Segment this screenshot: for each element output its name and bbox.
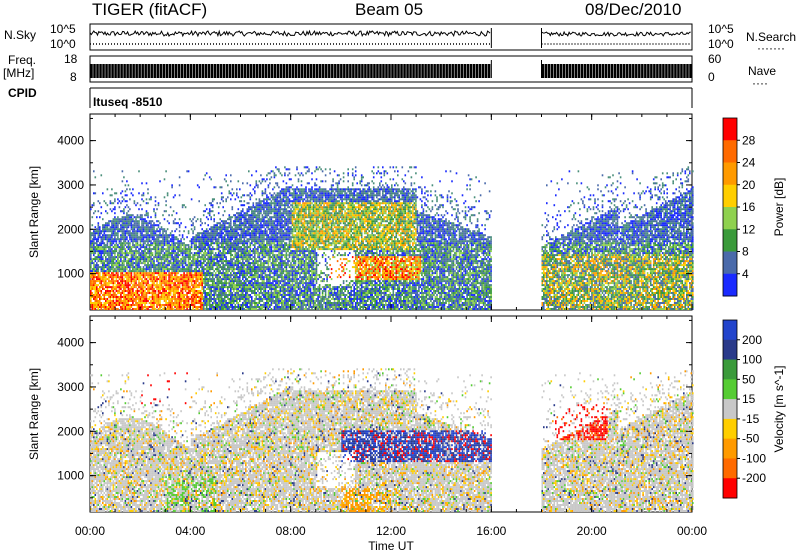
colorbar-tick-label: -200: [742, 471, 766, 485]
colorbar-swatch: [723, 399, 737, 420]
colorbar-swatch: [723, 140, 737, 163]
colorbar-swatch: [723, 339, 737, 361]
nave-tick-bottom: 0: [708, 70, 715, 84]
colorbar-tick-label: 20: [742, 178, 756, 192]
colorbar-swatch: [723, 379, 737, 400]
velocity-field: [90, 368, 694, 512]
y-axis-label: Slant Range [km]: [27, 368, 41, 460]
y-tick-label: 4000: [57, 134, 84, 148]
freq-panel: [89, 55, 693, 83]
y-tick-label: 2000: [57, 424, 84, 438]
nsearch-tick-bottom: 10^0: [708, 37, 734, 51]
colorbar-tick-label: 4: [742, 267, 749, 281]
y-tick-label: 3000: [57, 380, 84, 394]
colorbar-swatch: [723, 184, 737, 208]
colorbar-swatch: [723, 162, 737, 186]
power-colorbar: 28 24 20 16 12 8 4 Power [dB]: [722, 117, 786, 297]
nsearch-dots: ·······: [757, 41, 785, 55]
colorbar-swatch: [723, 207, 737, 230]
colorbar-tick-label: 15: [742, 392, 756, 406]
nsky-tick-bottom: 10^0: [50, 37, 76, 51]
freq-unit-label: [MHz]: [3, 66, 34, 80]
y-tick-label: 1000: [57, 469, 84, 483]
colorbar-tick-label: 16: [742, 200, 756, 214]
nsky-panel: [89, 23, 693, 51]
colorbar-swatch: [723, 251, 737, 275]
colorbar-tick-label: -50: [742, 432, 760, 446]
power-field: [90, 166, 694, 310]
nave-dots: ····: [752, 76, 768, 90]
cpid-panel: [89, 87, 693, 108]
nave-label: Nave: [748, 64, 776, 78]
velocity-colorbar: 200 100 50 15 -15 -50 -100 -200 Velocity [m s^-1…: [722, 319, 786, 499]
colorbar-swatch: [723, 478, 737, 499]
colorbar-swatch: [723, 458, 737, 479]
cpid-value: Ituseq -8510: [93, 95, 162, 109]
x-axis: 00:00 04:00 08:00 12:00 16:00 20:00 00:00 Time …: [75, 524, 707, 553]
colorbar-tick-label: 24: [742, 156, 756, 170]
freq-label: Freq.: [8, 53, 36, 67]
y-tick-label: 4000: [57, 336, 84, 350]
x-axis-label: Time UT: [368, 539, 414, 553]
colorbar-swatch: [723, 359, 737, 380]
velocity-panel: 1000 2000 3000 4000 Slant Range [km] 200 100 50…: [27, 315, 786, 513]
nsearch-label: N.Search: [746, 30, 796, 44]
y-tick-label: 3000: [57, 178, 84, 192]
x-tick-label: 20:00: [577, 524, 607, 538]
x-tick-label: 08:00: [276, 524, 306, 538]
colorbar-tick-label: 12: [742, 222, 756, 236]
colorbar-tick-label: -100: [742, 451, 766, 465]
nsky-label: N.Sky: [4, 28, 36, 42]
x-tick-label: 00:00: [75, 524, 105, 538]
date-title: 08/Dec/2010: [585, 0, 681, 20]
colorbar-swatch: [723, 320, 737, 341]
freq-tick-top: 18: [64, 52, 77, 66]
colorbar-tick-label: 8: [742, 245, 749, 259]
colorbar-tick-label: 28: [742, 133, 756, 147]
x-tick-label: 00:00: [677, 524, 707, 538]
colorbar-tick-label: 100: [742, 353, 762, 367]
station-title: TIGER (fitACF): [92, 0, 207, 20]
cpid-label: CPID: [8, 86, 37, 100]
colorbar-swatch: [723, 438, 737, 459]
power-panel: 1000 2000 3000 4000 Slant Range [km] 28 24 20 16…: [27, 113, 786, 311]
nsearch-tick-top: 10^5: [708, 22, 734, 36]
beam-title: Beam 05: [355, 0, 423, 20]
freq-tick-bottom: 8: [70, 70, 77, 84]
colorbar-label: Velocity [m s^-1]: [772, 366, 786, 453]
colorbar-swatch: [723, 273, 737, 297]
colorbar-swatch: [723, 118, 737, 141]
colorbar-tick-label: -15: [742, 412, 760, 426]
y-tick-label: 2000: [57, 222, 84, 236]
x-tick-label: 16:00: [476, 524, 506, 538]
nsky-tick-top: 10^5: [50, 22, 76, 36]
x-tick-label: 12:00: [376, 524, 406, 538]
y-tick-label: 1000: [57, 267, 84, 281]
colorbar-swatch: [723, 229, 737, 252]
y-axis-label: Slant Range [km]: [27, 166, 41, 258]
nave-tick-top: 60: [708, 52, 721, 66]
colorbar-tick-label: 200: [742, 333, 762, 347]
colorbar-swatch: [723, 418, 737, 440]
colorbar-tick-label: 50: [742, 372, 756, 386]
colorbar-label: Power [dB]: [772, 178, 786, 237]
x-tick-label: 04:00: [175, 524, 205, 538]
